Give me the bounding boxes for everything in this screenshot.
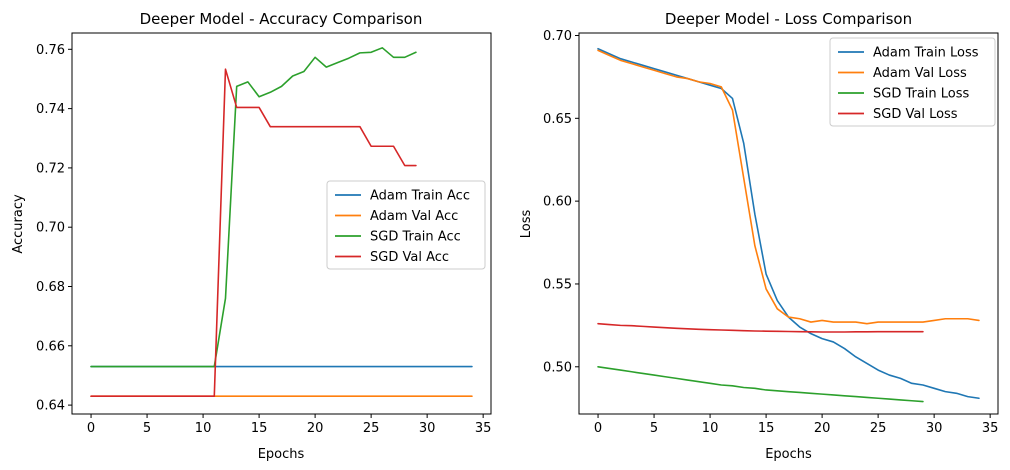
accuracy-legend-box	[326, 180, 486, 270]
accuracy-y-tick-label: 0.70	[36, 221, 65, 236]
accuracy-chart-title: Deeper Model - Accuracy Comparison	[140, 10, 423, 28]
accuracy-x-tick-label: 0	[87, 421, 95, 436]
accuracy-x-tick-label: 15	[251, 421, 268, 436]
series-line-sgd-train-loss	[597, 365, 924, 403]
accuracy-y-tick-label: 0.76	[36, 43, 65, 58]
loss-y-tick-label: 0.65	[543, 112, 572, 127]
loss-x-tick-label: 35	[982, 421, 999, 436]
legend-label-sgd-val-loss: SGD Val Loss	[873, 107, 958, 122]
loss-ticks: 0 5 10 15 20 25 30 35 0.50 0.55 0.60 0.65 0.70	[543, 29, 998, 436]
accuracy-y-tick-label: 0.64	[36, 399, 65, 414]
accuracy-y-tick-label: 0.74	[36, 102, 65, 117]
loss-y-tick-label: 0.70	[543, 29, 572, 44]
accuracy-x-tick-label: 5	[143, 421, 151, 436]
loss-x-tick-label: 25	[870, 421, 887, 436]
loss-x-tick-label: 0	[594, 421, 602, 436]
loss-y-tick-label: 0.50	[543, 360, 572, 375]
loss-legend: Adam Train Loss Adam Val Loss SGD Train Lo…	[829, 37, 996, 127]
legend-label-adam-train-loss: Adam Train Loss	[873, 46, 979, 61]
loss-x-axis-label: Epochs	[765, 447, 812, 462]
accuracy-x-axis-label: Epochs	[258, 447, 305, 462]
loss-y-axis-label: Loss	[519, 210, 534, 239]
accuracy-x-tick-label: 25	[363, 421, 380, 436]
loss-x-tick-label: 20	[814, 421, 831, 436]
accuracy-x-tick-label: 30	[419, 421, 436, 436]
loss-x-tick-label: 30	[926, 421, 943, 436]
legend-label-sgd-train-loss: SGD Train Loss	[873, 87, 970, 102]
accuracy-x-tick-label: 10	[195, 421, 212, 436]
accuracy-series-lines	[90, 47, 473, 398]
loss-x-tick-label: 10	[702, 421, 719, 436]
accuracy-ticks: 0 5 10 15 20 25 30 35 0.64 0.66 0.68 0.70 0.72 0.74 0.…	[36, 43, 491, 436]
legend-label-sgd-train-acc: SGD Train Acc	[370, 230, 461, 245]
loss-y-tick-label: 0.55	[543, 277, 572, 292]
legend-label-adam-val-loss: Adam Val Loss	[873, 66, 967, 81]
accuracy-x-tick-label: 20	[307, 421, 324, 436]
accuracy-y-axis-label: Accuracy	[11, 194, 26, 254]
accuracy-chart: Deeper Model - Accuracy Comparison Epoch…	[11, 10, 492, 462]
series-line-sgd-val-loss	[597, 322, 924, 333]
series-line-sgd-train-acc	[90, 47, 417, 368]
accuracy-x-tick-label: 35	[475, 421, 492, 436]
accuracy-y-tick-label: 0.68	[36, 280, 65, 295]
legend-label-sgd-val-acc: SGD Val Acc	[370, 250, 449, 265]
loss-x-tick-label: 5	[650, 421, 658, 436]
loss-chart: Deeper Model - Loss Comparison Epochs Lo…	[519, 10, 999, 462]
legend-label-adam-val-acc: Adam Val Acc	[370, 209, 458, 224]
accuracy-plot-frame	[71, 32, 492, 415]
loss-y-tick-label: 0.60	[543, 195, 572, 210]
loss-legend-box	[829, 37, 996, 127]
accuracy-legend: Adam Train Acc Adam Val Acc SGD Train Acc S…	[326, 180, 486, 270]
accuracy-y-tick-label: 0.66	[36, 339, 65, 354]
loss-chart-title: Deeper Model - Loss Comparison	[665, 10, 912, 28]
series-line-sgd-val-acc	[90, 68, 417, 398]
loss-plot-frame	[578, 32, 999, 415]
legend-label-adam-train-acc: Adam Train Acc	[370, 189, 470, 204]
accuracy-y-tick-label: 0.72	[36, 161, 65, 176]
loss-series-lines	[597, 47, 980, 403]
loss-x-tick-label: 15	[758, 421, 775, 436]
series-line-adam-val-loss	[597, 49, 980, 325]
